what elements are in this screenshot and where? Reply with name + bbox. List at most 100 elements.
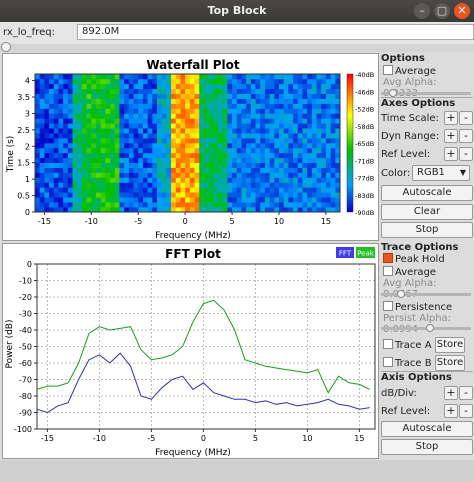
trace-a-store-button[interactable]: Store [435, 337, 465, 353]
waterfall-cell [203, 123, 209, 129]
waterfall-cell [63, 74, 69, 80]
persist-alpha-slider-knob[interactable] [426, 324, 434, 332]
waterfall-cell [255, 147, 261, 154]
trace-avg-alpha-slider-knob[interactable] [397, 290, 405, 298]
trace-average-checkbox[interactable]: Average [383, 266, 436, 278]
trace-b-store-button[interactable]: Store [435, 355, 465, 371]
waterfall-cell [124, 88, 130, 95]
waterfall-cell [241, 103, 247, 109]
waterfall-cell [227, 93, 233, 99]
maximize-button[interactable]: ▢ [434, 3, 450, 19]
peak-hold-checkbox-box[interactable] [383, 253, 393, 263]
waterfall-cell [227, 133, 233, 139]
ref-level-minus-button[interactable]: - [459, 147, 473, 161]
waterfall-cell [222, 78, 228, 85]
freq-slider[interactable] [0, 42, 474, 52]
minimize-button[interactable]: – [414, 3, 430, 19]
time-scale-plus-button[interactable]: + [444, 111, 458, 125]
waterfall-cell [246, 182, 252, 188]
axis-stop-button[interactable]: Stop [381, 439, 473, 455]
waterfall-cell [232, 108, 238, 114]
avg-alpha-slider[interactable] [381, 89, 471, 97]
color-select[interactable]: RGB1 ▼ [412, 165, 470, 181]
freq-slider-handle[interactable] [1, 42, 11, 52]
waterfall-cell [147, 152, 153, 159]
waterfall-cell [142, 177, 148, 183]
persistence-checkbox[interactable]: Persistence [383, 301, 452, 313]
autoscale-button[interactable]: Autoscale [381, 185, 473, 201]
waterfall-cell [232, 103, 238, 109]
waterfall-cell [77, 147, 83, 154]
waterfall-cell [114, 133, 120, 139]
trace-avg-alpha-slider[interactable] [381, 290, 471, 298]
waterfall-cell [171, 202, 177, 208]
persist-alpha-slider[interactable] [381, 324, 471, 332]
waterfall-cell [241, 167, 247, 173]
waterfall-cell [100, 88, 106, 95]
waterfall-cell [124, 138, 130, 144]
waterfall-cell [311, 138, 317, 144]
waterfall-cell [194, 118, 200, 124]
waterfall-cell [316, 162, 322, 168]
axis-ref-level-minus-button[interactable]: - [459, 404, 473, 418]
peak-hold-checkbox[interactable]: Peak Hold [383, 253, 445, 265]
waterfall-cell [35, 74, 40, 80]
waterfall-cell [142, 143, 148, 149]
fft-title: FFT Plot [165, 247, 221, 261]
waterfall-cell [171, 78, 177, 85]
ref-level-plus-button[interactable]: + [444, 147, 458, 161]
waterfall-cell [67, 133, 73, 139]
time-scale-minus-button[interactable]: - [459, 111, 473, 125]
waterfall-cell [100, 152, 106, 159]
persistence-checkbox-box[interactable] [383, 301, 393, 311]
waterfall-cell [180, 207, 186, 213]
waterfall-cell [227, 143, 233, 149]
dyn-range-plus-button[interactable]: + [444, 129, 458, 143]
waterfall-cell [105, 197, 111, 203]
close-button[interactable]: ✕ [454, 3, 470, 19]
freq-input[interactable]: 892.0M [77, 24, 474, 40]
waterfall-cell [330, 197, 336, 203]
waterfall-cell [124, 98, 130, 104]
waterfall-cell [269, 143, 275, 149]
axis-autoscale-button[interactable]: Autoscale [381, 421, 473, 437]
trace-b-checkbox[interactable]: Trace B [383, 357, 432, 369]
waterfall-cell [302, 197, 308, 203]
waterfall-cell [72, 118, 78, 124]
trace-average-checkbox-box[interactable] [383, 266, 393, 276]
waterfall-cell [91, 197, 97, 203]
waterfall-cell [166, 143, 172, 149]
trace-a-checkbox-box[interactable] [383, 339, 393, 349]
waterfall-cell [58, 113, 64, 119]
db-div-minus-button[interactable]: - [459, 386, 473, 400]
waterfall-cell [86, 157, 92, 164]
stop-button[interactable]: Stop [381, 222, 473, 238]
db-div-plus-button[interactable]: + [444, 386, 458, 400]
waterfall-cell [128, 128, 134, 134]
waterfall-cell [250, 192, 256, 198]
waterfall-cell [199, 133, 205, 139]
waterfall-cell [133, 98, 139, 104]
waterfall-cell [166, 162, 172, 168]
dyn-range-minus-button[interactable]: - [459, 129, 473, 143]
trace-b-checkbox-box[interactable] [383, 357, 393, 367]
waterfall-cell [96, 143, 101, 149]
waterfall-cell [274, 152, 280, 159]
trace-a-checkbox[interactable]: Trace A [383, 339, 432, 351]
waterfall-cell [283, 118, 289, 124]
axis-ref-level-plus-button[interactable]: + [444, 404, 458, 418]
waterfall-cell [81, 207, 87, 213]
average-checkbox[interactable]: Average [383, 65, 436, 77]
average-checkbox-box[interactable] [383, 65, 393, 75]
waterfall-cell [293, 88, 299, 95]
waterfall-cell [274, 192, 280, 198]
clear-button[interactable]: Clear [381, 204, 473, 220]
waterfall-cell [49, 128, 55, 134]
waterfall-cell [213, 113, 219, 119]
waterfall-cell [161, 162, 167, 168]
avg-alpha-slider-knob[interactable] [389, 89, 397, 97]
waterfall-cell [53, 147, 59, 154]
waterfall-cell [133, 172, 139, 178]
waterfall-cell [297, 93, 303, 99]
waterfall-cell [208, 103, 214, 109]
